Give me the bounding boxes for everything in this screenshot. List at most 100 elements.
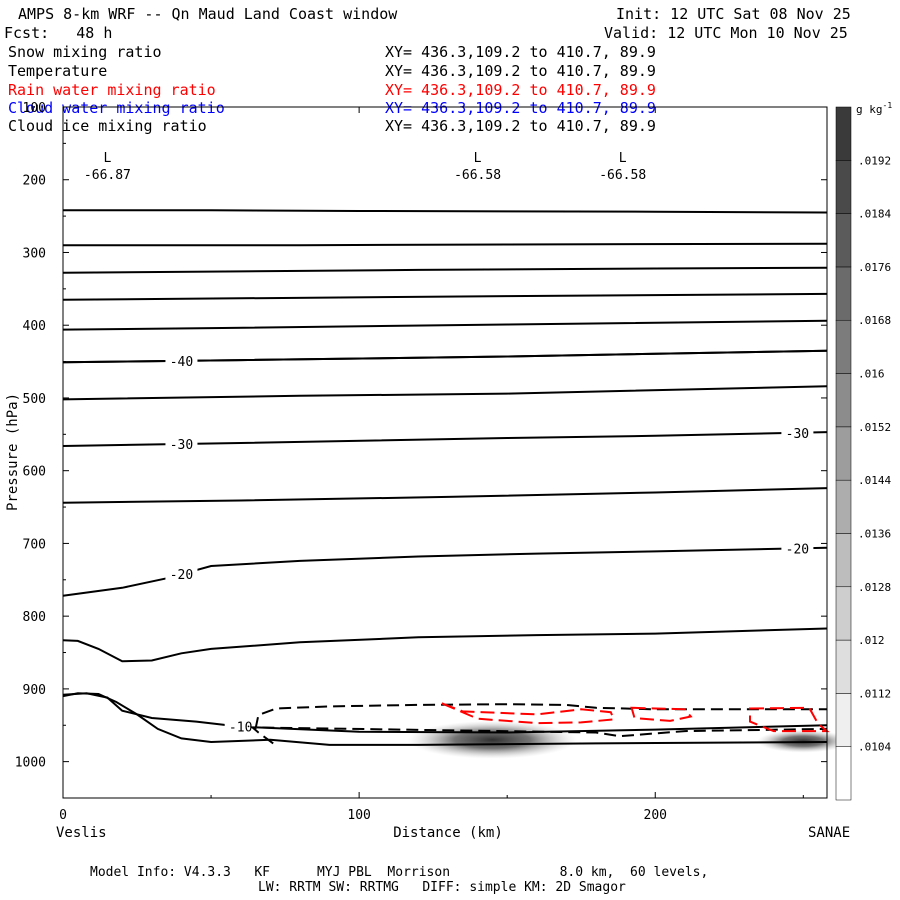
colorbar-level-2: .012	[858, 634, 885, 647]
init-time: Init: 12 UTC Sat 08 Nov 25	[616, 5, 851, 23]
left-endpoint: Veslis	[56, 825, 107, 841]
isotherm-2	[62, 266, 828, 274]
y-tick-label-0: 100	[23, 101, 46, 116]
colorbar-level-5: .0144	[858, 474, 891, 487]
plot-frame	[62, 106, 828, 799]
colorbar-level-11: .0192	[858, 154, 891, 167]
colorbar-level-7: .016	[858, 368, 885, 381]
colorbar-bin-0	[835, 746, 852, 801]
isotherm-label-bg-10-0	[165, 566, 198, 582]
isotherm-label-12-0: -10	[229, 721, 252, 736]
colorbar-bin-3	[835, 586, 852, 641]
low-pressure-markers: L -66.87 L -66.58 L -66.58	[84, 151, 646, 183]
isotherm-4	[62, 319, 828, 331]
legend-xy-rain: XY= 436.3,109.2 to 410.7, 89.9	[385, 81, 656, 99]
y-axis-label: Pressure (hPa)	[5, 393, 21, 511]
valid-time: Valid: 12 UTC Mon 10 Nov 25	[604, 24, 848, 42]
colorbar-level-4: .0136	[858, 527, 891, 540]
snow-blob-0	[407, 720, 578, 759]
legend-xy-cloud-ice: XY= 436.3,109.2 to 410.7, 89.9	[385, 117, 656, 135]
y-tick-label-4: 500	[23, 392, 46, 407]
legend-name-temperature: Temperature	[8, 62, 108, 80]
y-tick-label-3: 400	[23, 319, 46, 334]
isotherm-label-bg-10-1	[781, 540, 814, 556]
colorbar-bin-11	[835, 160, 852, 214]
chart-title: AMPS 8-km WRF -- Qn Maud Land Coast wind…	[18, 5, 398, 23]
low-value-0: -66.87	[84, 168, 131, 183]
model-info-line-2: LW: RRTM SW: RRTMG DIFF: simple KM: 2D S…	[258, 880, 626, 895]
rain-contour-0	[441, 702, 616, 725]
isotherm-label-8-1: -30	[786, 427, 809, 442]
legend-name-rain: Rain water mixing ratio	[8, 81, 216, 99]
isotherm-label-10-0: -20	[170, 568, 193, 583]
low-marker-0: L	[104, 151, 112, 166]
colorbar-bin-7	[835, 373, 852, 428]
rain-contour-1	[630, 706, 693, 722]
isotherm-label-bg-8-0	[165, 436, 198, 452]
colorbar-bin-8	[835, 319, 852, 374]
isotherm-7	[62, 385, 828, 401]
colorbar-units: g kg-1	[856, 101, 892, 116]
model-info-line-1: Model Info: V4.3.3 KF MYJ PBL Morrison 8…	[90, 865, 709, 880]
y-tick-label-7: 800	[23, 610, 46, 625]
isotherm-3	[62, 292, 828, 301]
legend-xy-cloud-water: XY= 436.3,109.2 to 410.7, 89.9	[385, 99, 656, 117]
colorbar-level-10: .0184	[858, 208, 891, 221]
low-marker-1: L	[474, 151, 482, 166]
colorbar: .0104 .0112 .012 .0128 .0136 .0144 .0152 .016 .0…	[835, 106, 891, 801]
legend-name-cloud-ice: Cloud ice mixing ratio	[8, 117, 207, 135]
colorbar-bin-9	[835, 266, 852, 321]
colorbar-bin-2	[835, 639, 852, 694]
right-endpoint: SANAE	[808, 825, 850, 841]
colorbar-bin-10	[835, 213, 852, 268]
cloud-ice-lower	[249, 726, 828, 745]
legend-name-cloud-water: Cloud water mixing ratio	[8, 99, 225, 117]
legend-xy-temperature: XY= 436.3,109.2 to 410.7, 89.9	[385, 62, 656, 80]
colorbar-level-3: .0128	[858, 581, 891, 594]
cloud-ice-contours	[249, 703, 828, 745]
isotherm-0	[63, 209, 828, 214]
colorbar-level-1: .0112	[858, 687, 891, 700]
colorbar-level-6: .0152	[858, 421, 891, 434]
isotherm-9	[62, 487, 828, 504]
pressure-axis: 100 200 300 400 500 600 700 800 900 1000	[15, 101, 827, 771]
forecast-hour: Fcst: 48 h	[4, 24, 113, 42]
y-tick-label-2: 300	[23, 246, 46, 261]
colorbar-level-8: .0168	[858, 314, 891, 327]
x-tick-label-0: 0	[59, 808, 67, 823]
isotherm-13	[62, 692, 828, 746]
y-tick-label-1: 200	[23, 174, 46, 189]
isotherm-label-10-1: -20	[786, 542, 809, 557]
y-tick-label-5: 600	[23, 465, 46, 480]
colorbar-level-0: .0104	[858, 741, 891, 754]
isotherm-label-6-0: -40	[170, 355, 193, 370]
legend-xy-snow: XY= 436.3,109.2 to 410.7, 89.9	[385, 43, 656, 61]
isotherm-label-bg-12-0	[224, 718, 257, 734]
x-axis-label: Distance (km)	[393, 825, 503, 841]
low-value-1: -66.58	[454, 168, 501, 183]
colorbar-bin-6	[835, 426, 852, 481]
colorbar-level-9: .0176	[858, 261, 891, 274]
isotherm-6	[62, 349, 828, 364]
x-tick-label-2: 200	[644, 808, 667, 823]
legend-name-snow: Snow mixing ratio	[8, 43, 162, 61]
low-marker-2: L	[619, 151, 627, 166]
isotherm-label-bg-6-0	[165, 352, 198, 368]
colorbar-bin-5	[835, 479, 852, 534]
y-tick-label-6: 700	[23, 537, 46, 552]
x-tick-label-1: 100	[347, 808, 370, 823]
colorbar-bin-1	[835, 693, 852, 747]
temperature-contours: -40 -30 -30 -20 -20 -10	[62, 209, 828, 746]
colorbar-bin-4	[835, 533, 852, 588]
low-value-2: -66.58	[599, 168, 646, 183]
colorbar-bin-12	[835, 106, 852, 161]
isotherm-label-bg-8-1	[781, 424, 814, 440]
isotherm-10	[62, 546, 828, 597]
cloud-ice-upper	[254, 703, 827, 730]
isotherm-1	[63, 242, 828, 247]
isotherm-11	[62, 627, 828, 663]
isotherm-label-8-0: -30	[170, 438, 193, 453]
distance-axis: 0 100 200	[59, 107, 804, 823]
y-tick-label-8: 900	[23, 683, 46, 698]
